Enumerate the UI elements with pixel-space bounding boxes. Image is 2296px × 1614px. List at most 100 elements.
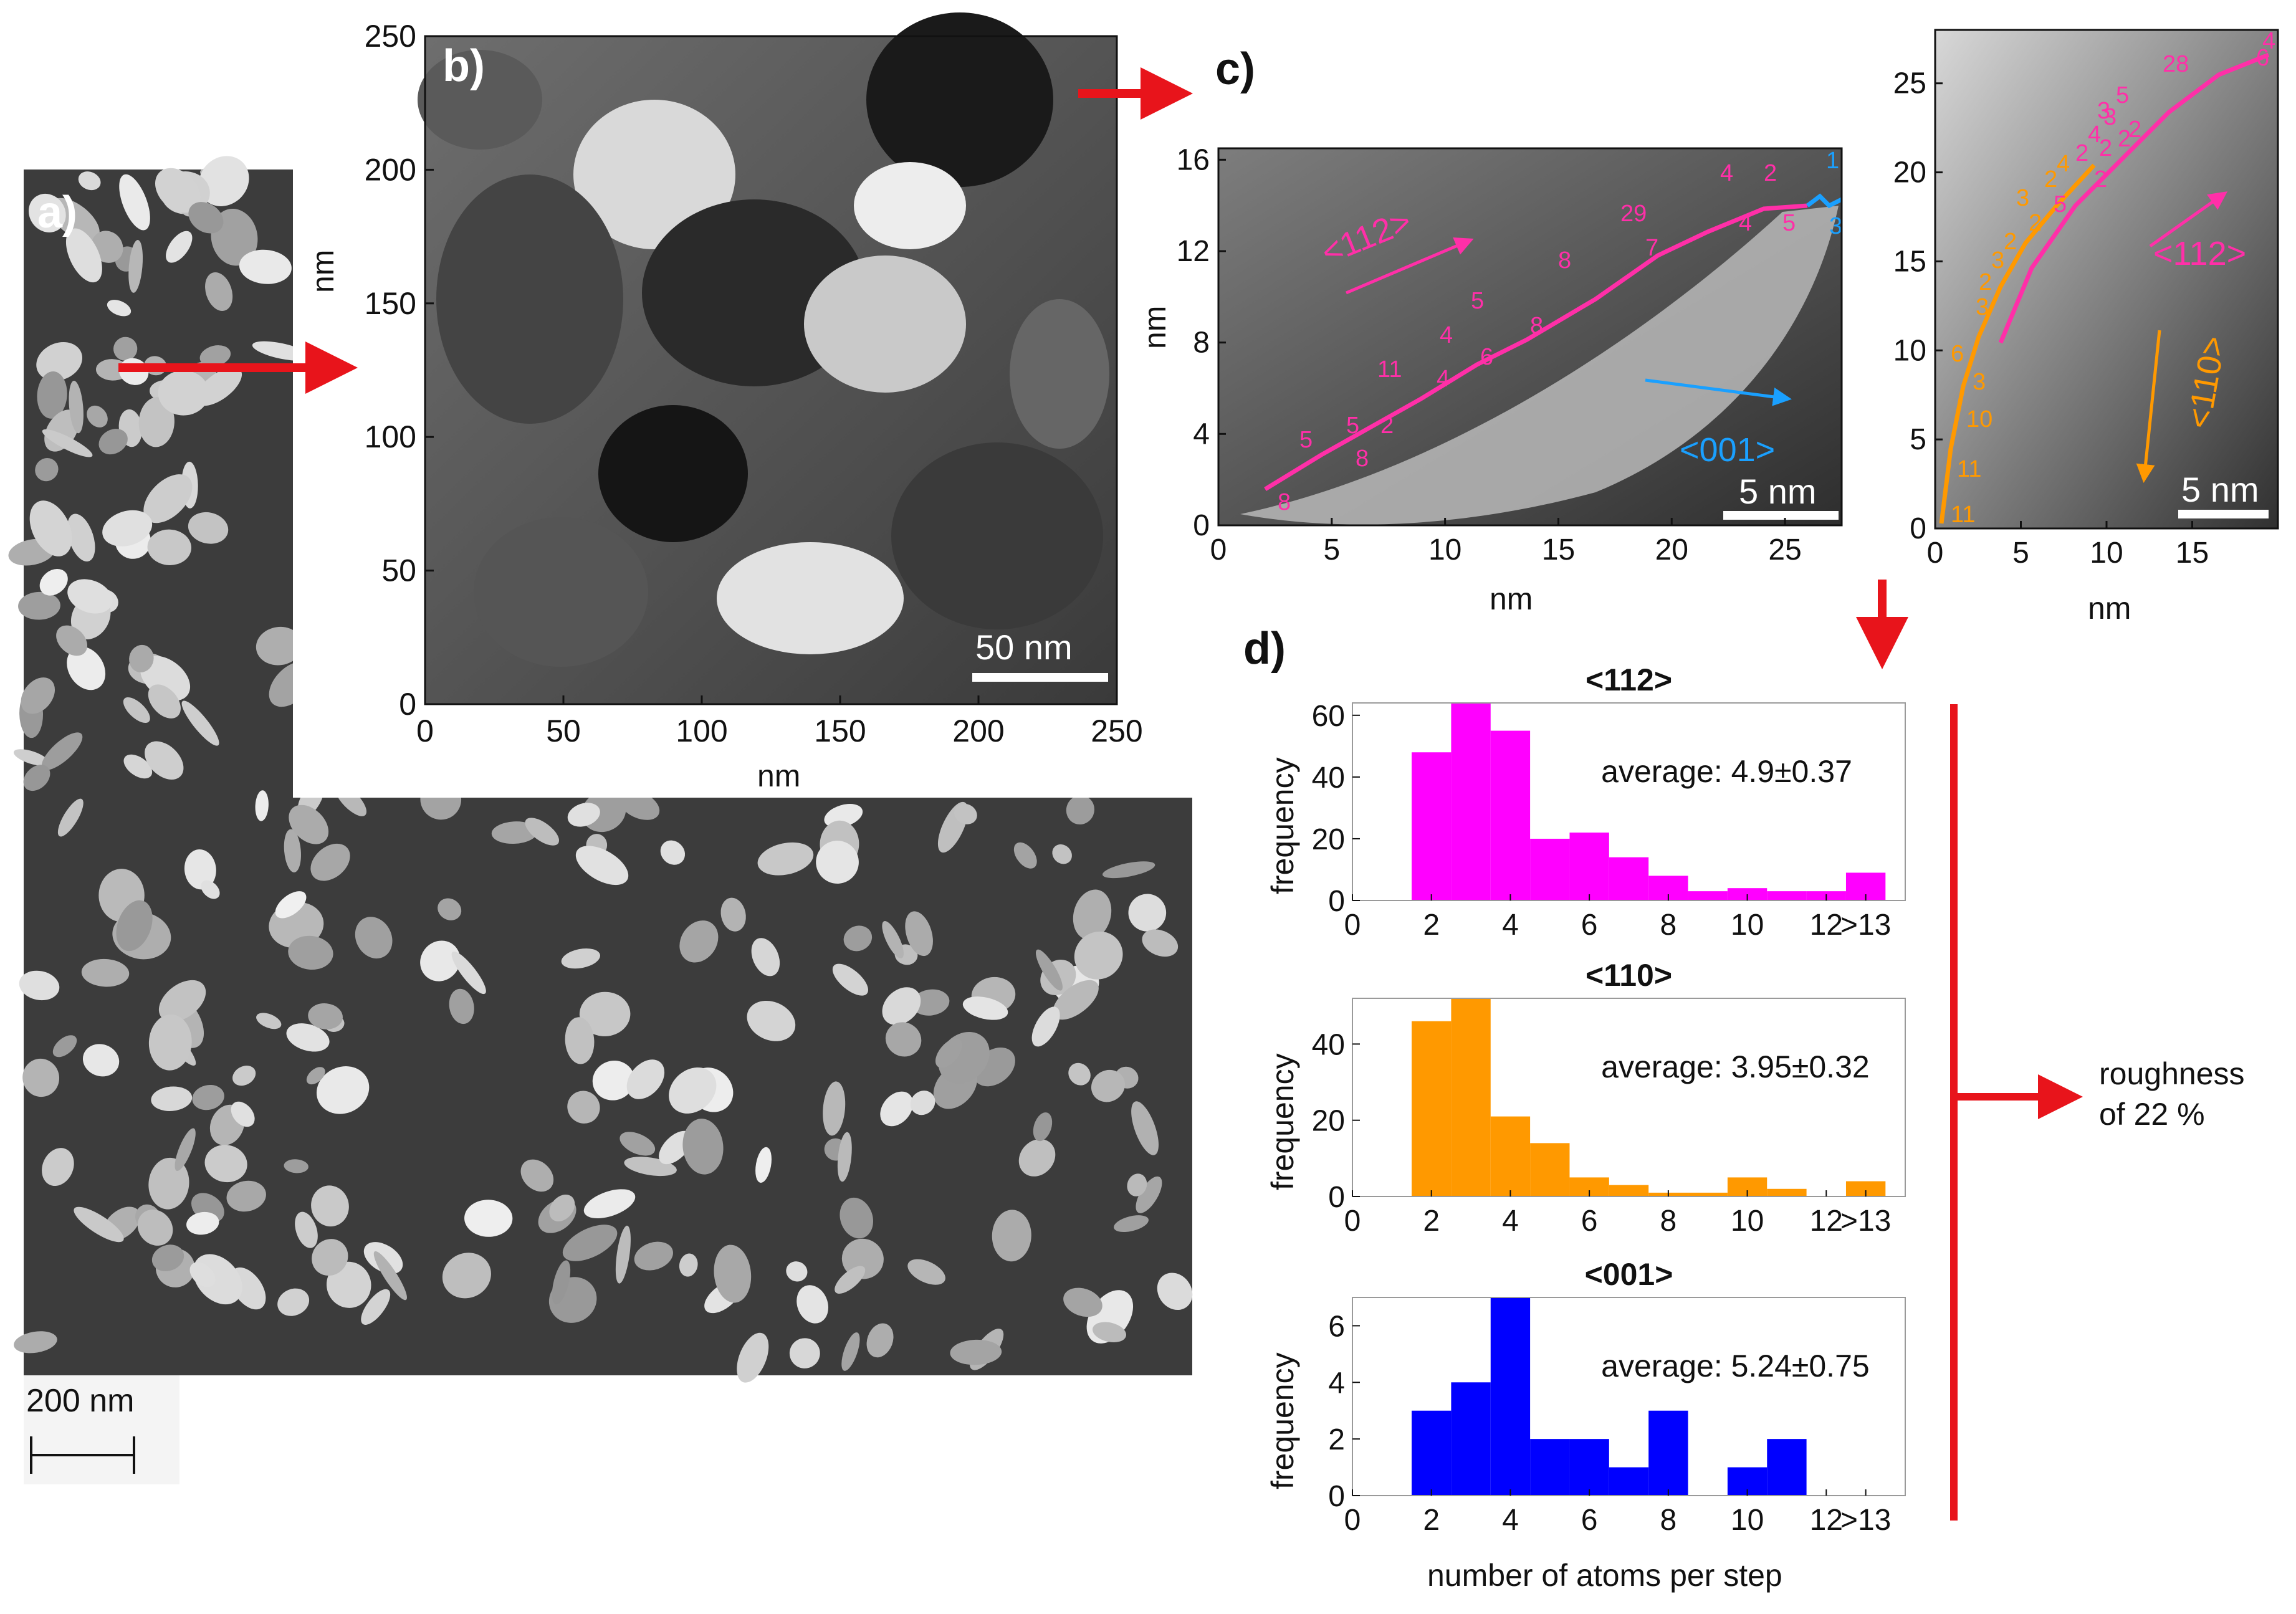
sem-ligament: [751, 938, 780, 977]
sem-ligament: [355, 917, 393, 959]
sem-ligament: [682, 1119, 724, 1175]
sem-ligament: [189, 1262, 216, 1287]
sem-ligament: [284, 829, 301, 872]
step-edge-001: [1806, 193, 1843, 209]
sem-ligament: [935, 1038, 962, 1068]
step-label-orange: 2: [1979, 269, 1992, 295]
hist-bar: [1530, 1143, 1570, 1196]
step-label: 5: [1299, 427, 1313, 453]
hist-bar: [1412, 752, 1452, 900]
sem-ligament: [910, 1091, 935, 1115]
hist-title: <001>: [1585, 1257, 1673, 1292]
scale-bar-a-bg: [24, 1375, 179, 1484]
b-y-tick-label: 200: [365, 152, 416, 187]
sem-ligament: [737, 1332, 769, 1383]
sem-ligament: [669, 1067, 717, 1114]
hist-x-tick-label: 10: [1731, 1205, 1764, 1238]
c-left-ylabel: nm: [1137, 306, 1172, 349]
sem-ligament: [286, 1023, 330, 1052]
step-label-orange: 3: [1976, 294, 1989, 320]
b-x-tick-label: 100: [676, 714, 727, 748]
sem-ligament: [289, 805, 329, 844]
hist-bar: [1609, 1467, 1649, 1496]
sem-ligament: [166, 231, 193, 263]
sem-ligament: [39, 568, 68, 596]
sem-ligament: [151, 1244, 184, 1272]
step-label-orange: 3: [1973, 369, 1986, 395]
step-label: 5: [1782, 210, 1796, 236]
dir-001-arrow: [1645, 378, 1792, 406]
sem-ligament: [839, 1197, 874, 1239]
sem-ligament: [1068, 1062, 1091, 1086]
sem-ligament: [1103, 861, 1155, 879]
sem-ligament: [81, 958, 130, 987]
sem-ligament: [449, 988, 474, 1024]
hist-x-tick-label: 0: [1344, 1205, 1361, 1238]
sem-ligament: [786, 1261, 808, 1282]
step-label: 5: [1471, 288, 1484, 314]
sem-ligament: [1052, 844, 1072, 864]
step-edge-112: [1264, 203, 1808, 491]
hist-x-tick-label: 12: [1810, 909, 1843, 942]
hist-frame: [1352, 998, 1906, 1197]
hist-y-tick-label: 60: [1312, 700, 1345, 733]
sem-ligament: [145, 741, 184, 780]
sem-ligament: [1035, 949, 1063, 991]
panel-b-xlabel: nm: [757, 758, 800, 793]
sem-ligament: [158, 980, 206, 1022]
dir-112-arrow: [1346, 237, 1474, 295]
hist-x-tick-label: >13: [1840, 909, 1891, 942]
step-label: 1: [1826, 148, 1839, 174]
hist-y-tick-label: 4: [1328, 1367, 1345, 1400]
sem-ligament: [579, 991, 631, 1036]
sem-ligament: [464, 1200, 513, 1237]
c-x-tick-label: 25: [1768, 533, 1801, 566]
sem-ligament: [284, 1159, 309, 1173]
c-y-tick-label: 12: [1177, 235, 1210, 268]
c-y-tick-label: 16: [1177, 143, 1210, 176]
c-y-tick-label: 25: [1893, 67, 1926, 100]
sem-ligament: [1033, 1112, 1053, 1142]
c-right-scale-label: 5 nm: [2181, 470, 2259, 509]
step-label-magenta: 6: [2256, 45, 2269, 71]
step-label-magenta: 2: [2075, 140, 2088, 166]
hist-bar: [1490, 1116, 1531, 1196]
sem-ligament: [720, 897, 746, 932]
hist-bar: [1767, 1188, 1807, 1196]
step-label-orange: 2: [2044, 166, 2057, 193]
hist-bar: [1767, 1439, 1807, 1496]
sem-ligament: [29, 500, 72, 556]
hist-x-tick-label: >13: [1840, 1504, 1891, 1537]
hist-y-tick-label: 0: [1328, 1181, 1345, 1214]
sem-ligament: [520, 1159, 554, 1192]
hist-x-tick-label: 12: [1810, 1205, 1843, 1238]
hist-bar: [1688, 1192, 1728, 1196]
step-label-orange: 2: [2004, 229, 2017, 255]
sem-ligament: [618, 790, 660, 820]
sem-ligament: [310, 843, 350, 881]
b-y-tick-label: 150: [365, 286, 416, 321]
sem-ligament: [52, 1035, 77, 1058]
step-edge-112-right: [1998, 52, 2270, 344]
sem-ligament: [525, 818, 560, 846]
hist-average: average: 4.9±0.37: [1601, 754, 1852, 789]
sem-ligament: [69, 381, 84, 434]
sem-ligament: [98, 429, 128, 455]
sem-ligament: [275, 891, 307, 919]
sem-ligament: [155, 168, 201, 213]
sem-ligament: [552, 1260, 571, 1305]
sem-ligament: [549, 1194, 575, 1222]
c-y-tick-label: 10: [1893, 334, 1926, 367]
sem-ligament: [615, 1225, 631, 1284]
step-label-orange: 10: [1966, 406, 1992, 432]
hist-x-tick-label: 0: [1344, 909, 1361, 942]
sem-ligament: [13, 749, 49, 766]
c-y-tick-label: 8: [1193, 327, 1210, 360]
c-x-tick-label: 5: [2012, 537, 2029, 570]
c-x-tick-label: 20: [1655, 533, 1688, 566]
sem-ligament: [882, 987, 921, 1025]
